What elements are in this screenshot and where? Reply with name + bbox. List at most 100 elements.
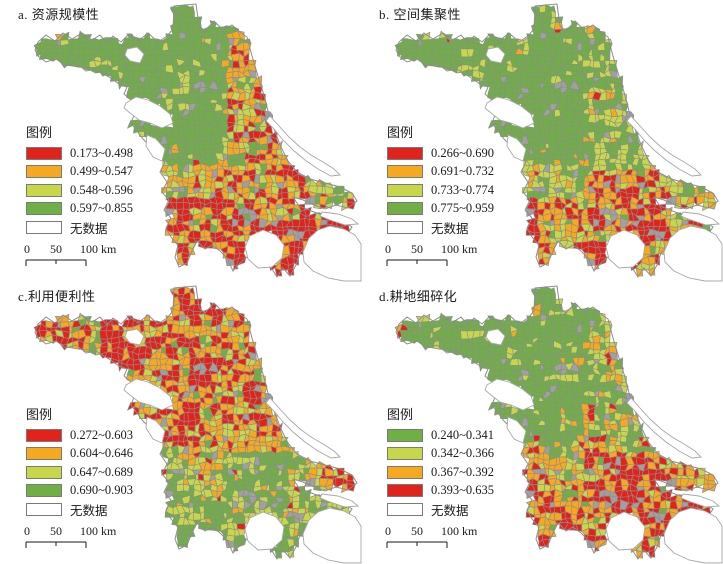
- panel-a: a. 资源规模性 图例 0.173~0.498 0.499~0.547 0.548~…: [0, 0, 362, 282]
- legend-swatch-red: [26, 428, 62, 442]
- legend-no-data-label: 无数据: [70, 503, 108, 518]
- overlay-chongming: [319, 211, 360, 226]
- legend-c-title: 图例: [26, 407, 53, 422]
- legend-swatch-yellow_green: [387, 183, 423, 197]
- legend-swatch-green: [387, 428, 423, 442]
- lake-hongze: [484, 378, 535, 411]
- legend-swatch-orange: [387, 465, 423, 479]
- scalebar-label: 100 km: [441, 524, 478, 538]
- legend-range-label: 0.691~0.732: [431, 164, 495, 178]
- lake-luoma: [485, 46, 506, 64]
- lake-luoma: [124, 46, 145, 64]
- legend-a: 图例 0.173~0.498 0.499~0.547 0.548~0.596 0.59…: [26, 122, 133, 239]
- lake-taihu: [244, 229, 285, 269]
- legend-range-label: 0.240~0.341: [431, 427, 495, 442]
- legend-no-data-label: 无数据: [70, 221, 108, 236]
- lake-taihu: [244, 511, 285, 551]
- lake-gaoyou: [506, 416, 527, 444]
- lake-gaoyou: [506, 134, 527, 162]
- panel-b-title: b. 空间集聚性: [379, 7, 462, 22]
- legend-range-label: 0.499~0.547: [70, 164, 134, 178]
- scalebar-a: 0 50 100 km: [24, 242, 117, 266]
- legend-swatch-green: [387, 202, 423, 215]
- legend-swatch-yellow_green: [26, 465, 62, 479]
- legend-range-label: 0.173~0.498: [70, 145, 134, 160]
- scalebar-label: 50: [50, 524, 62, 538]
- scalebar-label: 100 km: [80, 242, 117, 256]
- legend-no-data-label: 无数据: [431, 503, 469, 518]
- legend-row: 0.367~0.392: [387, 465, 494, 479]
- overlay-chongming: [319, 493, 360, 508]
- legend-row-no-data: 无数据: [26, 220, 133, 236]
- map-b: [394, 3, 723, 282]
- lake-hongze: [484, 96, 535, 129]
- map-a: [33, 3, 362, 282]
- legend-swatch-red: [387, 146, 423, 160]
- scalebar-label: 0: [24, 524, 30, 538]
- panel-c-title: c.利用便利性: [18, 289, 96, 304]
- lake-taihu: [605, 229, 646, 269]
- legend-b: 图例 0.266~0.690 0.691~0.732 0.733~0.774 0.77…: [387, 122, 494, 239]
- legend-swatch-no-data: [387, 220, 423, 234]
- panel-c: c.利用便利性 图例 0.272~0.603 0.604~0.646 0.647~0…: [0, 282, 362, 564]
- legend-range-label: 0.548~0.596: [70, 182, 134, 197]
- legend-c: 图例 0.272~0.603 0.604~0.646 0.647~0.689 0.69…: [26, 404, 133, 521]
- scalebar-label: 0: [385, 524, 391, 538]
- scalebar-label: 100 km: [441, 242, 478, 256]
- legend-no-data-label: 无数据: [431, 221, 469, 236]
- legend-swatch-orange: [26, 165, 62, 178]
- legend-b-title: 图例: [387, 125, 414, 140]
- legend-row-no-data: 无数据: [26, 502, 133, 518]
- overlay-coastal-flats: [265, 397, 341, 459]
- scalebar-d: 0 50 100 km: [385, 524, 478, 548]
- scalebar-label: 0: [385, 242, 391, 256]
- legend-row: 0.597~0.855: [26, 201, 134, 216]
- legend-row: 0.690~0.903: [26, 483, 134, 498]
- overlay-shanghai: [663, 225, 723, 282]
- legend-row: 0.733~0.774: [387, 183, 494, 197]
- panel-a-title: a. 资源规模性: [18, 7, 100, 22]
- legend-range-label: 0.690~0.903: [70, 483, 134, 497]
- overlay-shanghai: [663, 507, 723, 564]
- legend-d: 图例 0.240~0.341 0.342~0.366 0.367~0.392 0.39…: [387, 404, 494, 521]
- scalebar-label: 50: [411, 524, 423, 538]
- legend-swatch-no-data: [387, 502, 423, 516]
- panel-b: b. 空间集聚性 图例 0.266~0.690 0.691~0.732 0.733~…: [361, 0, 723, 282]
- legend-row: 0.266~0.690: [387, 146, 494, 160]
- map-d: [394, 285, 723, 564]
- legend-row: 0.393~0.635: [387, 483, 495, 498]
- lake-hongze: [123, 96, 174, 129]
- legend-swatch-orange: [26, 447, 62, 460]
- legend-swatch-red: [387, 484, 423, 497]
- legend-range-label: 0.342~0.366: [431, 446, 495, 460]
- map-cells-urban-gray: [57, 314, 328, 549]
- legend-row: 0.775~0.959: [387, 201, 494, 216]
- legend-range-label: 0.733~0.774: [431, 182, 495, 197]
- overlay-chongming: [680, 211, 721, 226]
- overlay-chongming: [680, 493, 721, 508]
- legend-range-label: 0.367~0.392: [431, 464, 495, 479]
- scalebar-c: 0 50 100 km: [24, 524, 117, 548]
- legend-row: 0.499~0.547: [26, 164, 134, 179]
- legend-row: 0.604~0.646: [26, 446, 133, 461]
- legend-swatch-no-data: [26, 502, 62, 516]
- legend-range-label: 0.597~0.855: [70, 201, 134, 215]
- legend-range-label: 0.647~0.689: [70, 464, 134, 479]
- lake-luoma: [485, 328, 506, 346]
- legend-range-label: 0.272~0.603: [70, 427, 134, 442]
- scalebar-label: 50: [411, 242, 423, 256]
- legend-range-label: 0.393~0.635: [431, 483, 495, 497]
- overlay-coastal-flats: [626, 115, 702, 177]
- legend-a-title: 图例: [26, 125, 53, 140]
- map-cells-urban-gray: [418, 314, 689, 549]
- scalebar-label: 100 km: [80, 524, 117, 538]
- overlay-coastal-flats: [265, 115, 341, 177]
- legend-row: 0.691~0.732: [387, 164, 495, 179]
- legend-row: 0.240~0.341: [387, 428, 494, 442]
- legend-d-title: 图例: [387, 407, 414, 422]
- map-cells-green: [33, 4, 349, 234]
- panel-d-title: d.耕地细碎化: [379, 289, 458, 304]
- lake-gaoyou: [145, 416, 166, 444]
- lake-taihu: [605, 511, 646, 551]
